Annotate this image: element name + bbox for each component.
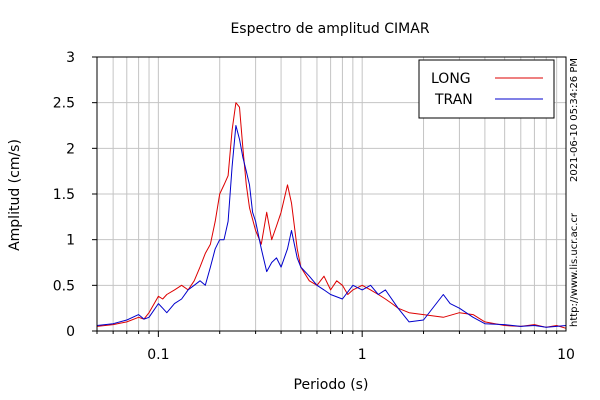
series-line-long [96,102,567,329]
x-axis-label: Periodo (s) [294,377,369,393]
y-tick-label: 1.5 [53,187,75,203]
y-ticks: 0 0.5 1 1.5 2 2.5 3 [53,50,97,340]
x-tick-label: 1 [358,347,367,363]
y-tick-label: 0 [66,324,75,340]
legend-label-tran: TRAN [434,92,473,108]
series-line-tran [96,125,567,328]
chart-title: Espectro de amplitud CIMAR [230,21,429,37]
y-tick-label: 3 [66,50,75,66]
x-tick-label: 10 [557,347,575,363]
y-tick-label: 2.5 [53,96,75,112]
legend-box [418,59,555,119]
source-url: http://www.lis.ucr.ac.cr [569,212,580,327]
y-tick-label: 0.5 [53,278,75,294]
y-axis-label: Amplitud (cm/s) [7,139,23,251]
x-ticks: 0.1 1 10 [96,331,575,363]
x-tick-label: 0.1 [147,347,169,363]
legend: LONG TRAN [418,59,555,119]
y-tick-label: 2 [66,141,75,157]
series-lines [96,102,567,329]
y-tick-label: 1 [66,233,75,249]
legend-label-long: LONG [431,71,471,87]
timestamp: 2021-06-10 05:34:26 PM [569,58,580,182]
